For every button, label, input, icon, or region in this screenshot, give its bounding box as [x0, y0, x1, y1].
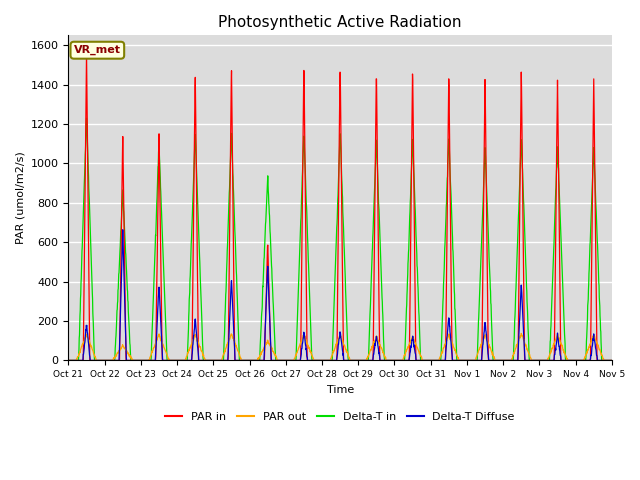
PAR in [499, 358, 506, 363]
PAR out [560, 349, 568, 355]
Delta-T in [65, 358, 72, 363]
PAR out [367, 345, 375, 351]
PAR out [517, 331, 525, 336]
Delta-T Diffuse [356, 358, 364, 363]
Delta-T in [356, 358, 364, 363]
Line: Delta-T Diffuse: Delta-T Diffuse [68, 230, 612, 360]
PAR in [368, 358, 376, 363]
Delta-T Diffuse [216, 358, 224, 363]
Line: PAR out: PAR out [68, 334, 612, 360]
PAR in [356, 358, 364, 363]
Line: PAR in: PAR in [68, 54, 612, 360]
Delta-T in [83, 115, 90, 121]
PAR out [65, 358, 72, 363]
Delta-T in [216, 358, 224, 363]
Y-axis label: PAR (umol/m2/s): PAR (umol/m2/s) [15, 152, 25, 244]
Delta-T Diffuse [65, 358, 72, 363]
PAR in [83, 51, 90, 57]
PAR in [608, 358, 616, 363]
Delta-T in [608, 358, 616, 363]
Delta-T Diffuse [499, 358, 506, 363]
Legend: PAR in, PAR out, Delta-T in, Delta-T Diffuse: PAR in, PAR out, Delta-T in, Delta-T Dif… [161, 408, 519, 426]
Delta-T in [499, 358, 506, 363]
Delta-T Diffuse [119, 227, 127, 233]
PAR out [498, 358, 506, 363]
Text: VR_met: VR_met [74, 45, 121, 55]
Delta-T Diffuse [575, 358, 583, 363]
Delta-T in [575, 358, 583, 363]
PAR out [608, 358, 616, 363]
PAR in [216, 358, 224, 363]
PAR in [560, 358, 568, 363]
Delta-T Diffuse [608, 358, 616, 363]
PAR in [65, 358, 72, 363]
Delta-T Diffuse [560, 358, 568, 363]
PAR out [575, 358, 583, 363]
PAR out [356, 358, 364, 363]
PAR out [216, 358, 224, 363]
Delta-T Diffuse [368, 358, 376, 363]
PAR in [575, 358, 583, 363]
Delta-T in [560, 319, 568, 324]
X-axis label: Time: Time [326, 385, 354, 395]
Title: Photosynthetic Active Radiation: Photosynthetic Active Radiation [218, 15, 462, 30]
Line: Delta-T in: Delta-T in [68, 118, 612, 360]
Delta-T in [368, 264, 376, 270]
